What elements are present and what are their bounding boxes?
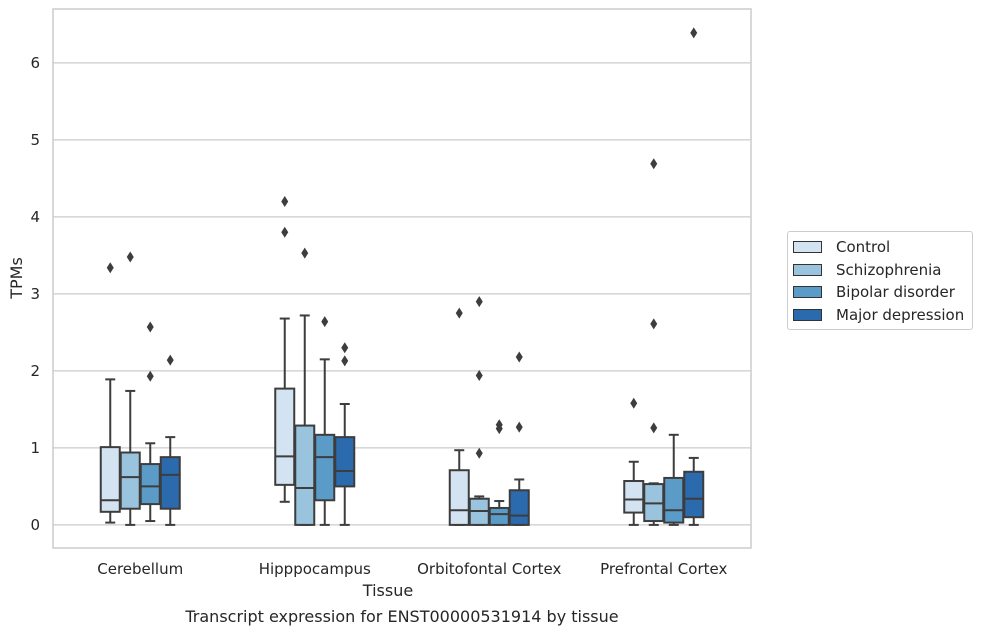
box-iqr [488, 506, 510, 526]
box-bipolar-disorder [488, 419, 510, 526]
box-iqr [448, 469, 470, 526]
legend-item: Bipolar disorder [788, 281, 972, 304]
y-tick-label: 0 [30, 516, 40, 534]
outlier-point [166, 354, 174, 366]
box-iqr [314, 433, 336, 502]
legend-label: Control [836, 238, 891, 257]
outlier-point [630, 397, 638, 409]
outlier-point [126, 251, 134, 263]
box-control [448, 307, 470, 526]
box-iqr [159, 456, 181, 510]
y-axis-label: TPMs [7, 257, 26, 300]
outlier-point [475, 296, 483, 308]
y-tick-label: 6 [30, 54, 40, 72]
y-tick-label: 5 [30, 131, 40, 149]
x-tick-label: Prefrontal Cortex [600, 560, 727, 578]
x-tick-label: Hipppocampus [259, 560, 371, 578]
outlier-point [301, 247, 309, 259]
x-tick-label: Cerebellum [97, 560, 183, 578]
outlier-point [475, 447, 483, 459]
box-schizophrenia [294, 247, 316, 526]
box-iqr [139, 463, 161, 506]
outlier-point [341, 355, 349, 367]
box-iqr [663, 476, 685, 524]
box-control [99, 262, 121, 524]
legend-swatch [793, 308, 822, 321]
box-major-depression [508, 351, 530, 526]
box-bipolar-disorder [314, 316, 336, 526]
x-axis-label: Tissue [362, 581, 413, 600]
outlier-point [321, 316, 329, 328]
box-iqr [119, 451, 141, 510]
outlier-point [475, 370, 483, 382]
box-control [274, 196, 296, 503]
legend-label: Schizophrenia [836, 260, 942, 279]
box-bipolar-disorder [663, 433, 685, 526]
x-tick-label: Orbitofontal Cortex [417, 560, 561, 578]
box-major-depression [334, 342, 356, 526]
box-major-depression [159, 354, 181, 526]
y-tick-label: 3 [30, 285, 40, 303]
outlier-point [455, 307, 463, 319]
box-schizophrenia [119, 251, 141, 526]
outlier-point [146, 370, 154, 382]
chart-title: Transcript expression for ENST0000053191… [184, 607, 618, 626]
legend-item: Control [788, 236, 972, 259]
outlier-point [495, 419, 503, 431]
legend-label: Bipolar disorder [836, 283, 955, 302]
outlier-point [281, 226, 289, 238]
box-iqr [99, 446, 121, 513]
legend-label: Major depression [836, 305, 965, 324]
box-iqr [623, 480, 645, 514]
box-iqr [294, 424, 316, 526]
legend-item: Schizophrenia [788, 259, 972, 282]
box-schizophrenia [643, 158, 665, 526]
outlier-point [690, 27, 698, 39]
y-tick-label: 4 [30, 208, 40, 226]
box-iqr [508, 489, 530, 526]
outlier-point [650, 422, 658, 434]
legend-item: Major depression [788, 304, 972, 327]
outlier-point [650, 318, 658, 330]
legend-swatch [793, 286, 822, 299]
outlier-point [281, 196, 289, 207]
boxes-layer [99, 27, 705, 526]
outlier-point [515, 421, 523, 433]
legend-swatch [793, 263, 822, 276]
box-control [623, 397, 645, 526]
gridlines [53, 62, 751, 526]
x-tick-labels: Cerebellum Hipppocampus Orbitofontal Corte… [97, 560, 727, 578]
outlier-point [146, 321, 154, 333]
outlier-point [650, 158, 658, 170]
legend: Control Schizophrenia Bipolar disorder Majo… [787, 231, 973, 330]
outlier-point [341, 342, 349, 354]
y-tick-labels: 0 1 2 3 4 5 6 [30, 54, 40, 534]
outlier-point [106, 262, 114, 274]
y-tick-label: 1 [30, 439, 40, 457]
legend-swatch [793, 241, 822, 254]
box-bipolar-disorder [139, 321, 161, 523]
box-major-depression [683, 27, 705, 526]
box-schizophrenia [468, 296, 490, 526]
y-tick-label: 2 [30, 362, 40, 380]
plot-frame [52, 8, 752, 549]
outlier-point [515, 351, 523, 363]
box-iqr [334, 436, 356, 488]
box-iqr [683, 470, 705, 519]
box-iqr [274, 387, 296, 486]
